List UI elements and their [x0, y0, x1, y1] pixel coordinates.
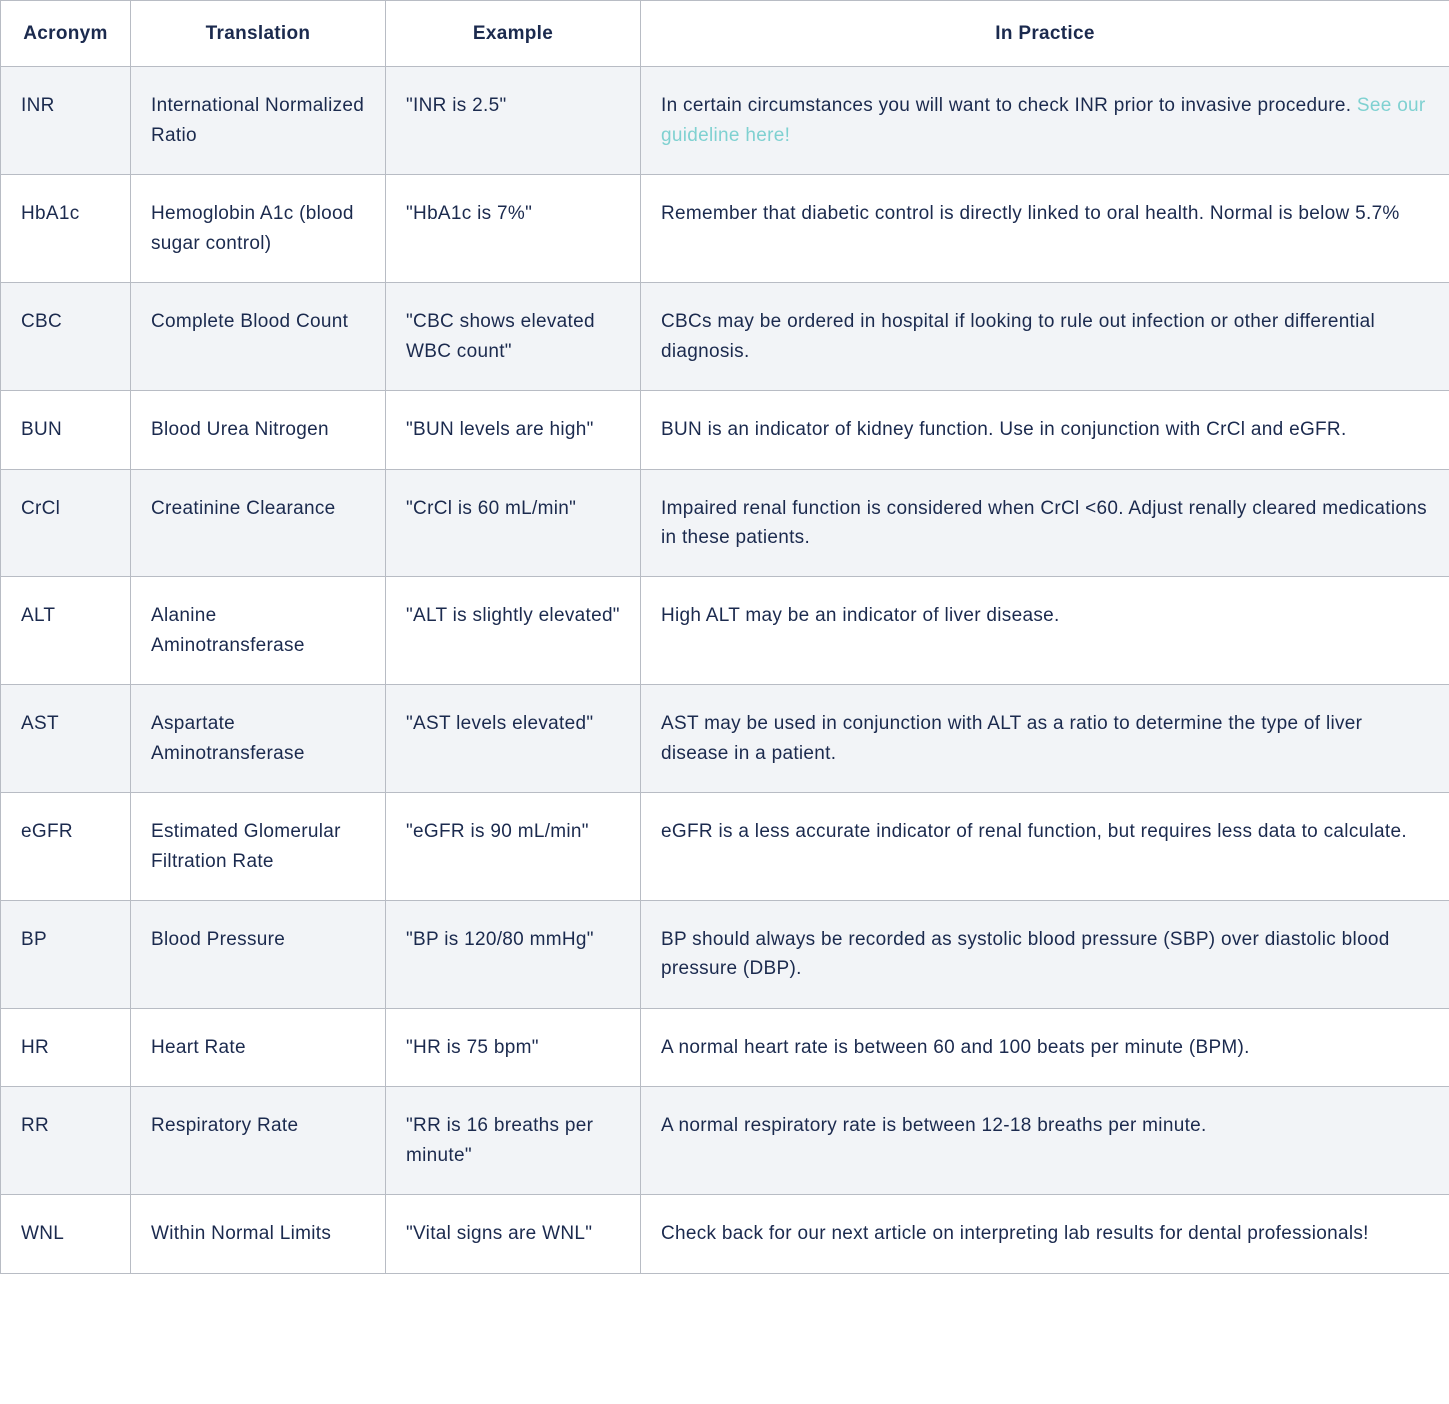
practice-text: BUN is an indicator of kidney function. … [661, 419, 1347, 440]
col-header-example: Example [386, 1, 641, 67]
cell-translation: Estimated Glomerular Filtration Rate [131, 793, 386, 901]
practice-text: AST may be used in conjunction with ALT … [661, 713, 1362, 763]
cell-practice: BUN is an indicator of kidney function. … [641, 391, 1449, 469]
cell-example: "CrCl is 60 mL/min" [386, 469, 641, 577]
cell-practice: Check back for our next article on inter… [641, 1195, 1449, 1273]
cell-example: "ALT is slightly elevated" [386, 577, 641, 685]
cell-practice: In certain circumstances you will want t… [641, 67, 1449, 175]
cell-acronym: ALT [1, 577, 131, 685]
table-row: RRRespiratory Rate"RR is 16 breaths per … [1, 1087, 1449, 1195]
cell-acronym: AST [1, 685, 131, 793]
cell-acronym: BUN [1, 391, 131, 469]
cell-example: "BUN levels are high" [386, 391, 641, 469]
cell-example: "HbA1c is 7%" [386, 175, 641, 283]
cell-translation: Respiratory Rate [131, 1087, 386, 1195]
col-header-translation: Translation [131, 1, 386, 67]
practice-text: eGFR is a less accurate indicator of ren… [661, 821, 1407, 842]
practice-text: CBCs may be ordered in hospital if looki… [661, 311, 1375, 361]
cell-translation: Alanine Aminotransferase [131, 577, 386, 685]
cell-translation: Complete Blood Count [131, 283, 386, 391]
practice-text: Remember that diabetic control is direct… [661, 203, 1400, 224]
cell-practice: eGFR is a less accurate indicator of ren… [641, 793, 1449, 901]
practice-text: High ALT may be an indicator of liver di… [661, 605, 1060, 626]
cell-practice: A normal heart rate is between 60 and 10… [641, 1008, 1449, 1086]
table-row: ASTAspartate Aminotransferase"AST levels… [1, 685, 1449, 793]
table-header-row: Acronym Translation Example In Practice [1, 1, 1449, 67]
cell-acronym: WNL [1, 1195, 131, 1273]
cell-translation: Blood Urea Nitrogen [131, 391, 386, 469]
cell-practice: CBCs may be ordered in hospital if looki… [641, 283, 1449, 391]
cell-acronym: RR [1, 1087, 131, 1195]
cell-translation: Aspartate Aminotransferase [131, 685, 386, 793]
practice-text: Impaired renal function is considered wh… [661, 498, 1427, 548]
cell-example: "CBC shows elevated WBC count" [386, 283, 641, 391]
table-row: HRHeart Rate"HR is 75 bpm" A normal heart… [1, 1008, 1449, 1086]
practice-text: BP should always be recorded as systolic… [661, 929, 1390, 979]
table-row: HbA1cHemoglobin A1c (blood sugar control… [1, 175, 1449, 283]
practice-text: In certain circumstances you will want t… [661, 95, 1357, 116]
table-row: CrClCreatinine Clearance"CrCl is 60 mL/m… [1, 469, 1449, 577]
cell-example: "HR is 75 bpm" [386, 1008, 641, 1086]
cell-example: "AST levels elevated" [386, 685, 641, 793]
cell-acronym: BP [1, 901, 131, 1009]
cell-translation: Within Normal Limits [131, 1195, 386, 1273]
cell-example: "INR is 2.5" [386, 67, 641, 175]
cell-acronym: INR [1, 67, 131, 175]
cell-acronym: eGFR [1, 793, 131, 901]
table-row: CBCComplete Blood Count"CBC shows elevat… [1, 283, 1449, 391]
col-header-acronym: Acronym [1, 1, 131, 67]
cell-translation: International Normalized Ratio [131, 67, 386, 175]
table-row: BPBlood Pressure"BP is 120/80 mmHg" BP sh… [1, 901, 1449, 1009]
table-row: WNLWithin Normal Limits"Vital signs are … [1, 1195, 1449, 1273]
cell-translation: Hemoglobin A1c (blood sugar control) [131, 175, 386, 283]
cell-practice: BP should always be recorded as systolic… [641, 901, 1449, 1009]
cell-acronym: CrCl [1, 469, 131, 577]
practice-text: A normal heart rate is between 60 and 10… [661, 1037, 1250, 1058]
cell-translation: Creatinine Clearance [131, 469, 386, 577]
cell-practice: AST may be used in conjunction with ALT … [641, 685, 1449, 793]
cell-practice: High ALT may be an indicator of liver di… [641, 577, 1449, 685]
table-row: INRInternational Normalized Ratio"INR is… [1, 67, 1449, 175]
table-row: BUNBlood Urea Nitrogen"BUN levels are hi… [1, 391, 1449, 469]
table-row: eGFREstimated Glomerular Filtration Rate… [1, 793, 1449, 901]
cell-example: "Vital signs are WNL" [386, 1195, 641, 1273]
practice-text: A normal respiratory rate is between 12-… [661, 1115, 1207, 1136]
acronym-table: Acronym Translation Example In Practice … [0, 0, 1449, 1274]
cell-practice: Impaired renal function is considered wh… [641, 469, 1449, 577]
cell-acronym: CBC [1, 283, 131, 391]
cell-example: "eGFR is 90 mL/min" [386, 793, 641, 901]
table-row: ALTAlanine Aminotransferase"ALT is sligh… [1, 577, 1449, 685]
cell-practice: Remember that diabetic control is direct… [641, 175, 1449, 283]
cell-acronym: HR [1, 1008, 131, 1086]
cell-example: "BP is 120/80 mmHg" [386, 901, 641, 1009]
col-header-practice: In Practice [641, 1, 1449, 67]
cell-acronym: HbA1c [1, 175, 131, 283]
cell-translation: Heart Rate [131, 1008, 386, 1086]
cell-translation: Blood Pressure [131, 901, 386, 1009]
cell-practice: A normal respiratory rate is between 12-… [641, 1087, 1449, 1195]
practice-text: Check back for our next article on inter… [661, 1223, 1369, 1244]
cell-example: "RR is 16 breaths per minute" [386, 1087, 641, 1195]
